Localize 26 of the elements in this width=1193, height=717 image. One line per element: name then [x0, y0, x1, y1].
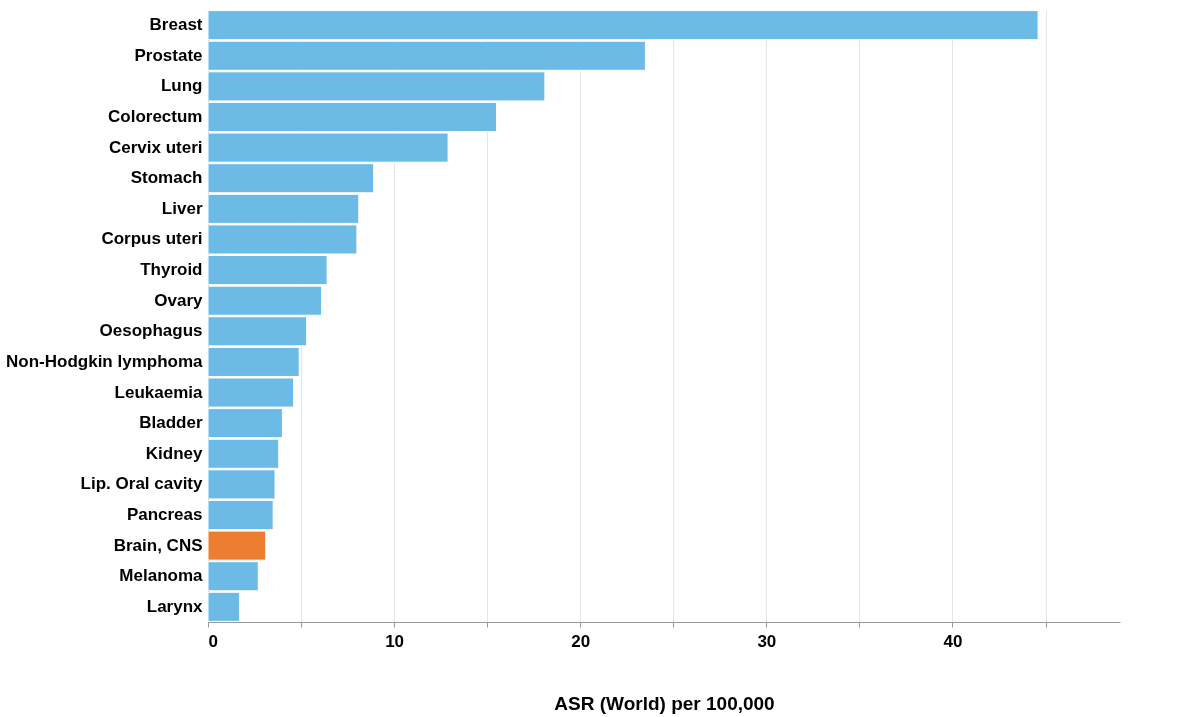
y-tick-label: Leukaemia: [114, 382, 204, 402]
x-axis-title: ASR (World) per 100,000: [554, 692, 775, 714]
y-tick-label: Lung: [160, 76, 203, 96]
y-tick-label: Breast: [149, 15, 203, 35]
y-tick-label: Ovary: [154, 290, 204, 310]
x-tick-label: 40: [943, 631, 963, 651]
y-tick-label: Bladder: [139, 413, 203, 433]
y-tick-label: Pancreas: [126, 505, 203, 524]
y-tick-label: Prostate: [134, 45, 203, 65]
x-tick-label: 10: [385, 631, 405, 651]
x-tick-label: 0: [208, 631, 218, 651]
y-tick-label: Lip. Oral cavity: [80, 474, 204, 494]
y-tick-label: Larynx: [146, 596, 204, 616]
y-tick-label: Liver: [161, 198, 203, 218]
y-tick-label: Oesophagus: [99, 321, 203, 341]
y-tick-label: Thyroid: [140, 260, 203, 280]
y-tick-label: Kidney: [145, 443, 204, 463]
y-tick-label: Stomach: [130, 168, 203, 188]
x-tick-label: 30: [757, 631, 777, 651]
y-tick-label: Cervix uteri: [108, 137, 203, 157]
y-tick-label: Corpus uteri: [101, 229, 203, 249]
y-tick-label: Melanoma: [119, 566, 204, 586]
x-tick-label: 20: [571, 631, 591, 651]
y-tick-label: Non-Hodgkin lymphoma: [6, 351, 204, 371]
y-tick-label: Colorectum: [108, 107, 203, 126]
y-tick-label: Brain, CNS: [113, 535, 203, 555]
